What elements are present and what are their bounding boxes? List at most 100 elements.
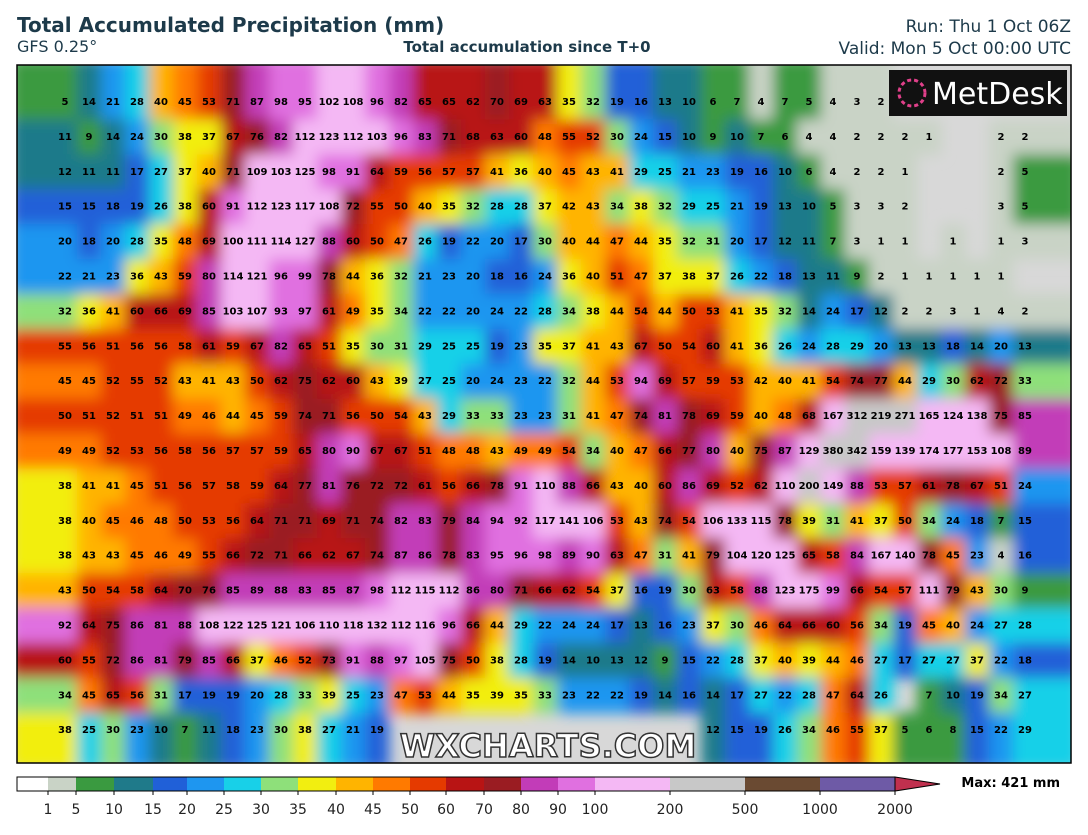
precip-cell — [725, 503, 750, 539]
precip-value: 23 — [250, 725, 264, 736]
precip-value: 2 — [1022, 306, 1029, 317]
precip-cell — [77, 259, 102, 295]
precip-cell — [581, 363, 606, 400]
precip-value: 55 — [850, 725, 864, 736]
precip-value: 35 — [658, 237, 672, 248]
precip-value: 21 — [82, 272, 96, 283]
precip-value: 41 — [802, 376, 816, 387]
precip-cell — [701, 363, 726, 400]
precip-cell — [101, 293, 126, 330]
colorbar-segment — [446, 777, 484, 791]
precip-value: 78 — [322, 272, 336, 283]
precip-value: 56 — [130, 690, 144, 701]
precip-value: 74 — [370, 551, 384, 562]
precip-value: 44 — [610, 306, 624, 317]
precip-value: 47 — [610, 237, 624, 248]
precip-cell — [245, 363, 270, 400]
precip-cell — [1013, 363, 1071, 400]
precip-value: 78 — [490, 481, 504, 492]
precip-value: 116 — [415, 621, 436, 632]
precip-cell — [413, 538, 438, 574]
precip-value: 61 — [922, 481, 936, 492]
precip-cell — [341, 328, 366, 365]
precip-cell — [869, 503, 894, 539]
precip-cell — [245, 119, 270, 155]
precip-value: 31 — [562, 411, 576, 422]
precip-cell — [845, 293, 870, 330]
precip-cell — [869, 398, 894, 435]
precip-cell — [533, 293, 558, 330]
precip-value: 75 — [754, 446, 768, 457]
precip-cell — [485, 642, 510, 679]
precip-cell — [461, 293, 486, 330]
precip-value: 52 — [586, 132, 600, 143]
precip-value: 14 — [562, 655, 576, 666]
precip-cell — [245, 468, 270, 504]
colorbar-label: 45 — [364, 802, 382, 818]
precip-cell — [245, 503, 270, 539]
precip-cell — [581, 154, 606, 190]
precip-cell — [173, 573, 198, 609]
precip-value: 53 — [610, 376, 624, 387]
precip-value: 17 — [130, 167, 144, 178]
precip-cell — [389, 573, 414, 609]
precip-value: 66 — [658, 446, 672, 457]
precip-cell — [17, 189, 78, 225]
precip-cell — [485, 119, 510, 155]
precip-cell — [701, 119, 726, 155]
precip-cell — [413, 328, 438, 365]
precip-cell — [581, 573, 606, 609]
precip-value: 80 — [490, 586, 504, 597]
precip-cell — [701, 712, 726, 763]
precip-value: 64 — [250, 516, 264, 527]
precip-cell — [629, 154, 654, 190]
precip-value: 117 — [535, 516, 556, 527]
colorbar-label: 10 — [105, 802, 123, 818]
precip-cell — [629, 573, 654, 609]
precip-cell — [389, 503, 414, 539]
precip-cell — [797, 573, 822, 609]
precip-cell — [701, 677, 726, 714]
precip-cell — [197, 608, 222, 644]
precip-value: 45 — [130, 551, 144, 562]
precip-value: 52 — [298, 655, 312, 666]
precip-value: 94 — [490, 516, 504, 527]
precip-cell — [245, 642, 270, 679]
precip-cell — [749, 642, 774, 679]
precip-value: 58 — [226, 481, 240, 492]
colorbar-segment — [187, 777, 224, 791]
precip-cell — [197, 642, 222, 679]
precip-value: 7 — [830, 237, 837, 248]
precip-value: 22 — [586, 690, 600, 701]
precip-cell — [869, 119, 894, 155]
precip-value: 106 — [703, 516, 724, 527]
precip-cell — [221, 259, 246, 295]
precip-cell — [581, 259, 606, 295]
precip-cell — [845, 189, 870, 225]
precip-value: 53 — [418, 690, 432, 701]
precip-value: 18 — [490, 272, 504, 283]
precip-cell — [389, 538, 414, 574]
precip-value: 10 — [154, 725, 168, 736]
precip-value: 48 — [178, 237, 192, 248]
precip-cell — [221, 642, 246, 679]
precip-value: 11 — [826, 272, 840, 283]
precip-value: 66 — [802, 621, 816, 632]
precip-value: 55 — [562, 132, 576, 143]
precip-cell — [341, 119, 366, 155]
precip-value: 58 — [178, 446, 192, 457]
precip-value: 4 — [998, 551, 1005, 562]
precip-value: 43 — [610, 341, 624, 352]
precip-cell — [341, 573, 366, 609]
precip-value: 26 — [730, 272, 744, 283]
precip-cell — [749, 468, 774, 504]
precip-cell — [269, 154, 294, 190]
precip-value: 81 — [322, 481, 336, 492]
precip-value: 39 — [394, 376, 408, 387]
precip-value: 44 — [442, 690, 456, 701]
precip-value: 109 — [247, 167, 268, 178]
precip-cell — [365, 328, 390, 365]
precip-value: 51 — [130, 411, 144, 422]
precip-cell — [773, 259, 798, 295]
precip-value: 15 — [970, 725, 984, 736]
